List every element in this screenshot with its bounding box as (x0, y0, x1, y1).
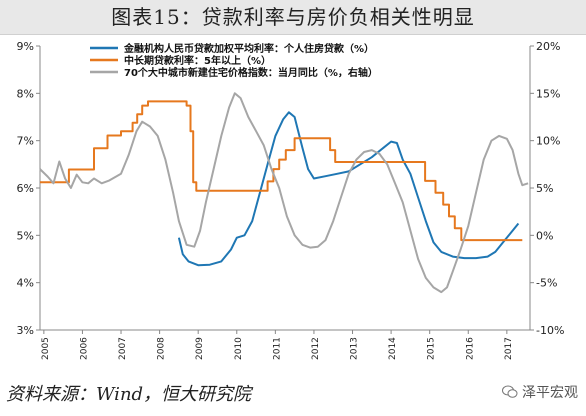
right-tick-label: 10% (536, 135, 560, 148)
left-tick-label: 7% (17, 135, 34, 148)
legend-label-3: 70个大中城市新建住宅价格指数：当月同比（%，右轴） (124, 66, 378, 79)
chart-title: 图表15：贷款利率与房价负相关性明显 (111, 5, 475, 29)
x-tick-label: 2016 (465, 337, 475, 360)
right-tick-label: 15% (536, 87, 560, 100)
right-tick-label: 20% (536, 40, 560, 53)
legend-label-2: 中长期贷款利率：5年以上（%） (124, 54, 271, 67)
left-tick-label: 3% (17, 324, 34, 337)
x-tick-label: 2008 (157, 337, 167, 360)
x-tick-label: 2006 (79, 337, 89, 360)
watermark-text: 泽平宏观 (522, 385, 578, 401)
x-tick-label: 2005 (41, 337, 51, 360)
x-tick-label: 2013 (350, 337, 360, 360)
x-tick-label: 2017 (504, 337, 514, 360)
line-chart: 3% 4% 5% 6% 7% 8% 9% -10% -5% 0% 5% 10% 15% 20% 2005 20… (17, 40, 565, 360)
left-tick-label: 9% (17, 40, 34, 53)
x-tick-label: 2012 (311, 337, 321, 360)
x-tick-label: 2011 (272, 337, 282, 360)
wechat-icon (502, 385, 518, 398)
chart-title-bar: 图表15：贷款利率与房价负相关性明显 (0, 0, 586, 35)
x-tick-label: 2014 (388, 337, 398, 360)
right-tick-label: -5% (536, 277, 557, 290)
series-line-2 (40, 100, 523, 242)
legend-label-1: 金融机构人民币贷款加权平均利率：个人住房贷款（%） (123, 42, 374, 55)
x-tick-label: 2015 (427, 337, 437, 360)
series-line-1 (177, 111, 520, 267)
right-tick-label: 0% (536, 229, 553, 242)
left-tick-label: 5% (17, 229, 34, 242)
right-tick-label: -10% (536, 324, 564, 337)
x-tick-label: 2007 (118, 337, 128, 360)
left-tick-label: 4% (17, 277, 34, 290)
series-line-3 (39, 92, 529, 294)
left-tick-label: 8% (17, 87, 34, 100)
source-note: 资料来源：Wind，恒大研究院 (6, 384, 252, 405)
left-tick-label: 6% (17, 182, 34, 195)
x-tick-label: 2009 (195, 337, 205, 360)
right-tick-label: 5% (536, 182, 553, 195)
watermark: 泽平宏观 (502, 382, 578, 402)
x-tick-label: 2010 (234, 337, 244, 360)
